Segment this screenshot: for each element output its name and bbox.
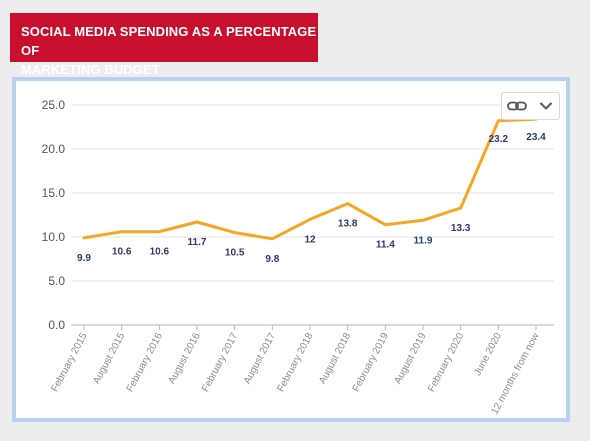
data-label: 10.6	[150, 247, 170, 258]
data-label: 9.9	[77, 253, 91, 264]
y-tick-label: 25.0	[42, 98, 66, 112]
data-labels: 9.9 10.6 10.6 11.7 10.5 9.8 12 13.8 11.4 11.9 13.3…	[77, 132, 546, 265]
chart-title-line-2: MARKETING BUDGET	[21, 62, 160, 77]
series-line	[82, 117, 538, 241]
data-label: 10.5	[225, 248, 245, 259]
y-tick-label: 0.0	[48, 318, 65, 332]
x-tick-label: February 2020	[426, 331, 466, 394]
data-label: 23.4	[526, 132, 546, 143]
chevron-down-icon	[539, 102, 553, 110]
x-tick-label: August 2017	[242, 331, 278, 386]
x-tick-label: August 2019	[393, 331, 429, 386]
y-tick-label: 20.0	[42, 142, 66, 156]
y-tick-label: 15.0	[42, 186, 66, 200]
chart-menu-button[interactable]	[532, 93, 560, 119]
data-label: 13.3	[451, 223, 471, 234]
y-tick-label: 10.0	[42, 230, 66, 244]
data-label: 11.4	[376, 240, 395, 251]
data-label: 12	[304, 234, 316, 245]
x-tick-label: August 2016	[167, 331, 203, 386]
x-tick-label: August 2015	[91, 331, 127, 386]
x-tick-label: February 2015	[49, 331, 89, 394]
data-label: 9.8	[265, 254, 279, 265]
y-tick-label: 5.0	[48, 274, 65, 288]
data-label: 23.2	[489, 134, 509, 145]
x-tick-label: June 2020	[472, 331, 504, 378]
line-chart: 0.05.010.015.020.025.0 February 2015 Augu…	[42, 98, 554, 416]
x-tick-label: February 2018	[275, 331, 315, 394]
x-tick-label: August 2018	[317, 331, 353, 386]
chart-frame: 0.0 5.0 10.0 15.0 20.0 25.0 February 2015 Augu…	[12, 77, 570, 422]
x-tick-label: February 2019	[351, 331, 391, 394]
share-link-button[interactable]	[503, 93, 531, 119]
chart-title-banner: SOCIAL MEDIA SPENDING AS A PERCENTAGE OF…	[10, 13, 318, 77]
chart-title-line-1: SOCIAL MEDIA SPENDING AS A PERCENTAGE OF	[21, 24, 317, 58]
data-label: 11.7	[188, 237, 207, 248]
y-axis-ticks: 0.0 5.0 10.0 15.0 20.0 25.0	[42, 98, 66, 332]
data-label: 10.6	[112, 247, 132, 258]
chart-toolbar	[501, 92, 560, 120]
x-tick-label: February 2016	[125, 331, 165, 394]
grid-lines	[71, 104, 554, 326]
data-label: 11.9	[414, 235, 433, 246]
link-icon	[507, 101, 527, 111]
data-series	[82, 117, 538, 241]
x-tick-label: February 2017	[200, 331, 240, 394]
data-label: 13.8	[338, 219, 358, 230]
